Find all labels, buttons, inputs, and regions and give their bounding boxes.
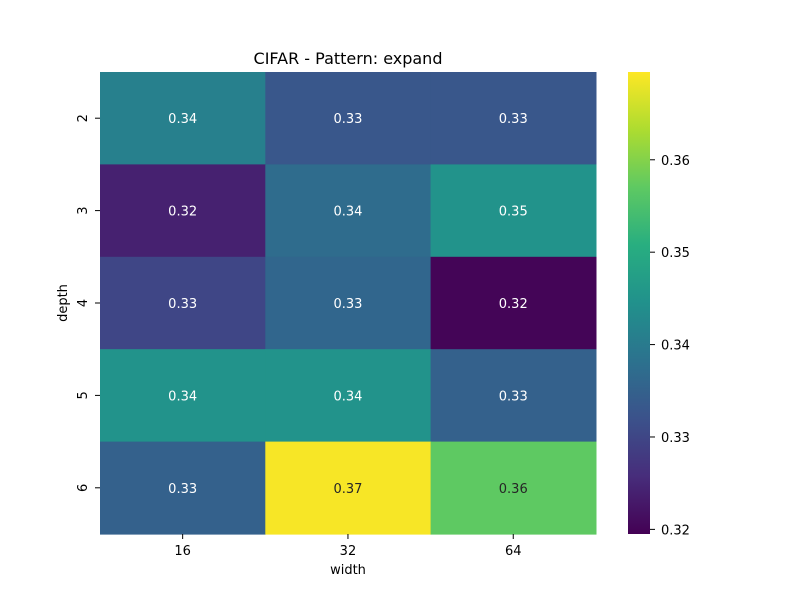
colorbar-tick-label: 0.33	[661, 431, 690, 446]
cell-value-label: 0.33	[333, 112, 362, 127]
heatmap-cell	[100, 349, 266, 443]
x-tick-label: 16	[174, 544, 191, 559]
y-tick-label: 6	[76, 484, 91, 492]
y-tick-label: 5	[76, 391, 91, 399]
cell-value-label: 0.36	[499, 482, 528, 497]
heatmap-cell	[430, 349, 597, 443]
cell-value-label: 0.34	[168, 389, 197, 404]
y-tick-label: 4	[76, 299, 91, 307]
cell-value-label: 0.34	[333, 205, 362, 220]
heatmap-cell	[430, 72, 597, 165]
heatmap-cell	[265, 256, 432, 350]
cell-value-label: 0.32	[499, 297, 528, 312]
x-tick-label: 32	[340, 544, 357, 559]
heatmap-cell	[265, 164, 432, 258]
y-tick-label: 3	[76, 206, 91, 214]
heatmap-cell	[430, 164, 597, 258]
colorbar: 0.32 0.33 0.34 0.35 0.36	[628, 72, 690, 538]
heatmap-cell	[100, 256, 266, 350]
cell-value-label: 0.33	[168, 482, 197, 497]
cell-value-label: 0.34	[168, 112, 197, 127]
heatmap-cell	[265, 441, 432, 535]
cell-value-label: 0.33	[499, 389, 528, 404]
cell-value-label: 0.34	[333, 389, 362, 404]
x-tick-label: 64	[505, 544, 522, 559]
x-axis-label: width	[330, 563, 366, 578]
colorbar-tick-label: 0.35	[661, 246, 690, 261]
y-axis: 2 3 4 5 6	[76, 114, 100, 492]
colorbar-tick-label: 0.34	[661, 339, 690, 354]
cell-value-label: 0.33	[168, 297, 197, 312]
heatmap-cell	[265, 349, 432, 443]
colorbar-tick-label: 0.32	[661, 523, 690, 538]
heatmap-cell	[100, 441, 266, 535]
cell-value-label: 0.33	[333, 297, 362, 312]
heatmap-cell	[100, 164, 266, 258]
cell-value-label: 0.32	[168, 205, 197, 220]
chart-title: CIFAR - Pattern: expand	[254, 49, 443, 68]
y-axis-label: depth	[56, 284, 71, 322]
heatmap-cell	[265, 72, 432, 165]
heatmap-cell	[430, 256, 597, 350]
cell-value-label: 0.35	[499, 205, 528, 220]
x-axis: 16 32 64	[174, 534, 522, 559]
colorbar-gradient	[628, 72, 650, 534]
cell-value-label: 0.37	[333, 482, 362, 497]
colorbar-tick-label: 0.36	[661, 154, 690, 169]
heatmap-cell	[430, 441, 597, 535]
heatmap-cell	[100, 72, 266, 165]
y-tick-label: 2	[76, 114, 91, 122]
heatmap-cells: 0.34 0.33 0.33 0.32 0.34 0.35 0.33 0.33 0.32 0.34…	[100, 72, 597, 535]
cell-value-label: 0.33	[499, 112, 528, 127]
